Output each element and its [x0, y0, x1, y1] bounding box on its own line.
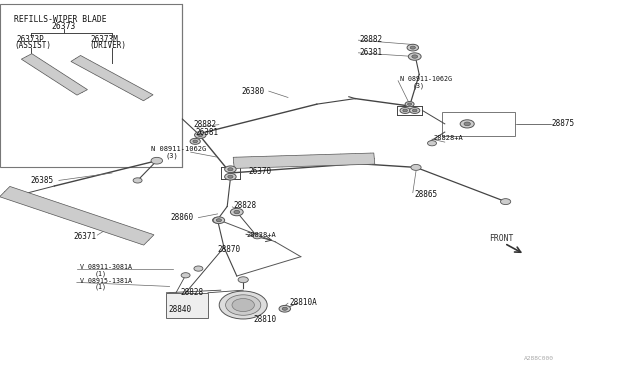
Circle shape — [410, 108, 420, 113]
Ellipse shape — [232, 298, 254, 312]
Text: 26371: 26371 — [74, 232, 97, 241]
Circle shape — [216, 219, 221, 222]
Text: 28865: 28865 — [415, 190, 438, 199]
Circle shape — [412, 109, 417, 112]
Text: V 08915-1381A: V 08915-1381A — [80, 278, 132, 284]
Circle shape — [411, 164, 421, 170]
Ellipse shape — [226, 295, 261, 315]
Circle shape — [181, 273, 190, 278]
Bar — [442, 112, 515, 136]
Text: (1): (1) — [95, 270, 107, 277]
Text: 28882: 28882 — [360, 35, 383, 44]
Circle shape — [238, 277, 248, 283]
Circle shape — [408, 53, 421, 60]
Circle shape — [410, 46, 415, 49]
Text: 26381: 26381 — [360, 48, 383, 57]
Text: 28810A: 28810A — [289, 298, 317, 307]
Circle shape — [194, 266, 203, 271]
Text: 26385: 26385 — [31, 176, 54, 185]
Text: 28840: 28840 — [168, 305, 191, 314]
Circle shape — [228, 175, 233, 178]
Circle shape — [400, 108, 410, 113]
Text: (DRIVER): (DRIVER) — [89, 41, 126, 50]
Text: N 08911-1062G: N 08911-1062G — [400, 76, 452, 82]
Text: (3): (3) — [413, 82, 425, 89]
Circle shape — [279, 305, 291, 312]
Circle shape — [428, 141, 436, 146]
Text: 26380: 26380 — [242, 87, 265, 96]
Circle shape — [403, 109, 408, 112]
Circle shape — [408, 103, 412, 105]
Text: 26373M: 26373M — [91, 35, 118, 44]
Text: REFILLS-WIPER BLADE: REFILLS-WIPER BLADE — [14, 15, 107, 24]
Text: (1): (1) — [95, 284, 107, 291]
Circle shape — [228, 168, 233, 171]
Text: 28870: 28870 — [218, 246, 241, 254]
Text: 26373: 26373 — [52, 22, 76, 31]
Circle shape — [230, 208, 243, 216]
Polygon shape — [0, 186, 154, 245]
Polygon shape — [233, 153, 375, 169]
Polygon shape — [21, 54, 88, 95]
Circle shape — [225, 166, 236, 173]
Text: 28860: 28860 — [171, 213, 194, 222]
Circle shape — [195, 132, 206, 138]
Text: N 08911-1062G: N 08911-1062G — [151, 146, 206, 152]
Circle shape — [133, 178, 142, 183]
Text: 26381: 26381 — [195, 128, 218, 137]
Circle shape — [282, 307, 287, 310]
Ellipse shape — [219, 291, 268, 319]
Text: (3): (3) — [165, 152, 178, 159]
Circle shape — [193, 140, 198, 143]
Text: 28828+A: 28828+A — [246, 232, 276, 238]
Text: V 08911-3081A: V 08911-3081A — [80, 264, 132, 270]
Bar — [166, 293, 208, 318]
Circle shape — [253, 234, 262, 239]
Circle shape — [234, 211, 240, 214]
Text: 26373P: 26373P — [16, 35, 44, 44]
Text: 28875: 28875 — [552, 119, 575, 128]
Text: A288C000: A288C000 — [524, 356, 554, 362]
Text: 28810: 28810 — [253, 315, 276, 324]
Circle shape — [500, 199, 511, 205]
Polygon shape — [71, 55, 153, 101]
Circle shape — [464, 122, 470, 126]
Circle shape — [460, 120, 474, 128]
Text: FRONT: FRONT — [490, 234, 514, 243]
Circle shape — [412, 55, 418, 58]
Text: 26370: 26370 — [248, 167, 271, 176]
Bar — [0, 4, 182, 167]
Text: (ASSIST): (ASSIST) — [14, 41, 51, 50]
Circle shape — [405, 102, 414, 107]
Circle shape — [213, 217, 225, 224]
Circle shape — [198, 134, 203, 137]
Circle shape — [151, 157, 163, 164]
Circle shape — [190, 138, 200, 144]
Text: 28828+A: 28828+A — [434, 135, 463, 141]
Circle shape — [407, 44, 419, 51]
Text: 28882: 28882 — [193, 120, 216, 129]
Text: 28828: 28828 — [234, 201, 257, 210]
Text: 28828: 28828 — [180, 288, 204, 296]
Circle shape — [212, 217, 223, 223]
Circle shape — [225, 173, 236, 180]
